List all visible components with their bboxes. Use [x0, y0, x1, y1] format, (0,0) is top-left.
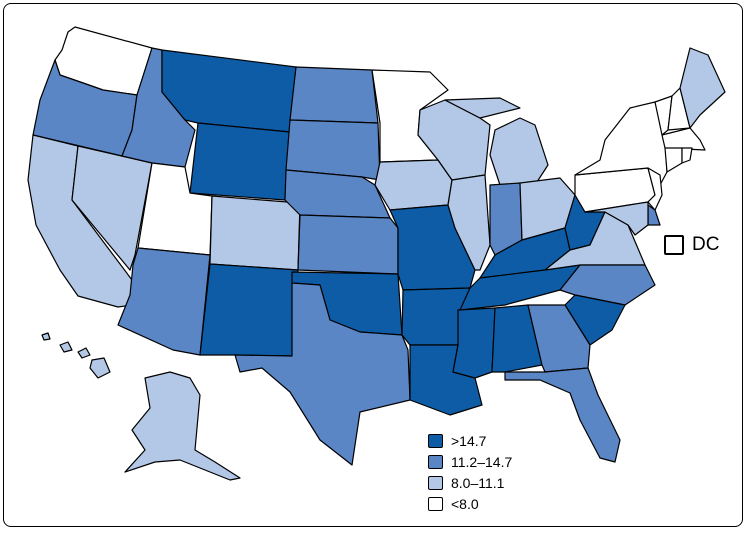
state-al: [491, 304, 543, 373]
state-co: [209, 195, 301, 271]
legend-swatch-light: [428, 475, 443, 490]
state-fl: [504, 367, 621, 463]
dc-label: DC: [692, 234, 720, 255]
state-ak: [124, 371, 241, 481]
legend-item-white: <8.0: [428, 493, 512, 514]
state-az: [117, 247, 211, 356]
state-ct: [664, 147, 683, 173]
state-wy: [189, 122, 291, 201]
state-nd: [289, 66, 379, 124]
legend-swatch-white: [428, 496, 443, 511]
state-ri: [681, 147, 693, 164]
legend-swatch-medium: [428, 454, 443, 469]
state-md: [584, 201, 649, 236]
legend: >14.7 11.2–14.7 8.0–11.1 <8.0: [428, 430, 512, 514]
legend-label: 11.2–14.7: [451, 453, 513, 470]
state-il: [447, 174, 491, 271]
state-sd: [285, 119, 381, 181]
legend-item-light: 8.0–11.1: [428, 472, 512, 493]
legend-label: 8.0–11.1: [451, 474, 505, 491]
legend-label: >14.7: [451, 432, 487, 449]
state-hi: [41, 332, 111, 379]
state-ia: [374, 159, 453, 211]
state-ks: [297, 214, 399, 275]
dc-marker: [664, 235, 684, 255]
state-nm: [199, 263, 299, 357]
state-mi: [444, 97, 549, 186]
state-ma: [661, 127, 706, 151]
state-tx: [234, 282, 411, 466]
legend-swatch-dark: [428, 433, 443, 448]
state-me: [679, 47, 726, 129]
legend-item-medium: 11.2–14.7: [428, 451, 512, 472]
legend-item-dark: >14.7: [428, 430, 512, 451]
state-ms: [452, 307, 496, 379]
state-sc: [564, 294, 626, 346]
legend-label: <8.0: [451, 495, 479, 512]
